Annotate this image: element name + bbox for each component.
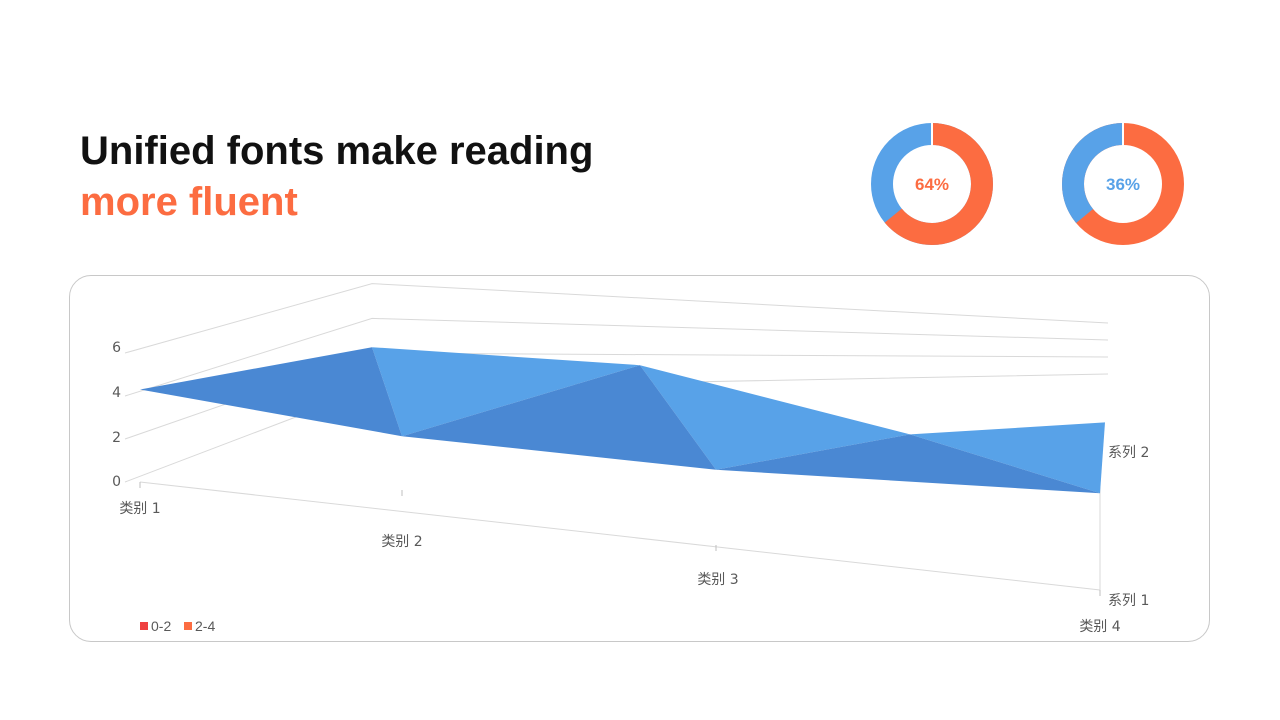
z-tick-label-2: 2 — [112, 430, 121, 446]
donut-1-label: 64% — [915, 175, 949, 194]
donut-chart-1: 64% — [870, 122, 994, 246]
chart-frame — [69, 275, 1210, 642]
surface-face-3-b — [716, 434, 1100, 494]
donut-chart-2: 36% — [1061, 122, 1185, 246]
title-line-2: more fluent — [80, 180, 298, 224]
series-axis-label-2: 系列 2 — [1108, 445, 1149, 461]
surface-face-2-a — [640, 365, 910, 470]
category-label-3: 类别 3 — [697, 572, 738, 588]
category-label-4: 类别 4 — [1079, 619, 1120, 635]
chart-surface — [140, 347, 1105, 494]
z-tick-label-0: 0 — [112, 474, 121, 490]
page-title: Unified fonts make reading more fluent — [80, 126, 593, 228]
series-axis-label-1: 系列 1 — [1108, 593, 1149, 609]
floor-front-edge — [139, 481, 1101, 591]
category-label-2: 类别 2 — [381, 534, 422, 550]
chart-tick-labels: 0 2 4 6 类别 1 类别 2 类别 3 类别 4 系列 1 系列 2 — [112, 340, 1149, 635]
gridline-z-6 — [124, 283, 1109, 354]
z-tick-label-4: 4 — [112, 385, 121, 401]
surface-face-1-b — [140, 347, 402, 437]
legend-swatch-2 — [184, 622, 192, 630]
legend-label-2: 2-4 — [195, 618, 215, 634]
chart-legend: 0-2 2-4 — [140, 618, 215, 634]
donut-1-graphic: 64% — [871, 122, 993, 245]
legend-swatch-1 — [140, 622, 148, 630]
category-label-1: 类别 1 — [119, 501, 160, 517]
donut-2-label: 36% — [1106, 175, 1140, 194]
legend-label-1: 0-2 — [151, 618, 171, 634]
title-line-1: Unified fonts make reading — [80, 129, 594, 173]
gridline-z-4 — [124, 317, 1109, 397]
donut-2-graphic: 36% — [1062, 122, 1184, 245]
surface-face-2-b — [402, 365, 716, 470]
surface-face-3-a — [910, 422, 1105, 494]
surface-face-1-a — [372, 347, 640, 437]
z-tick-label-6: 6 — [112, 340, 121, 356]
